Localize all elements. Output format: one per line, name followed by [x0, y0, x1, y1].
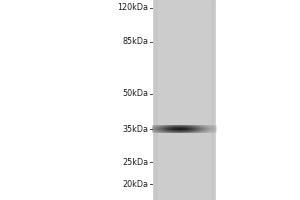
- Text: 25kDa: 25kDa: [122, 158, 148, 167]
- Text: 120kDa: 120kDa: [118, 3, 148, 12]
- Bar: [152, 0, 216, 200]
- Text: 50kDa: 50kDa: [122, 89, 148, 98]
- Text: 20kDa: 20kDa: [122, 180, 148, 189]
- Text: 35kDa: 35kDa: [122, 125, 148, 134]
- Text: 85kDa: 85kDa: [122, 37, 148, 46]
- Bar: [0, 0, 152, 200]
- Bar: [216, 0, 300, 200]
- Bar: [158, 0, 209, 200]
